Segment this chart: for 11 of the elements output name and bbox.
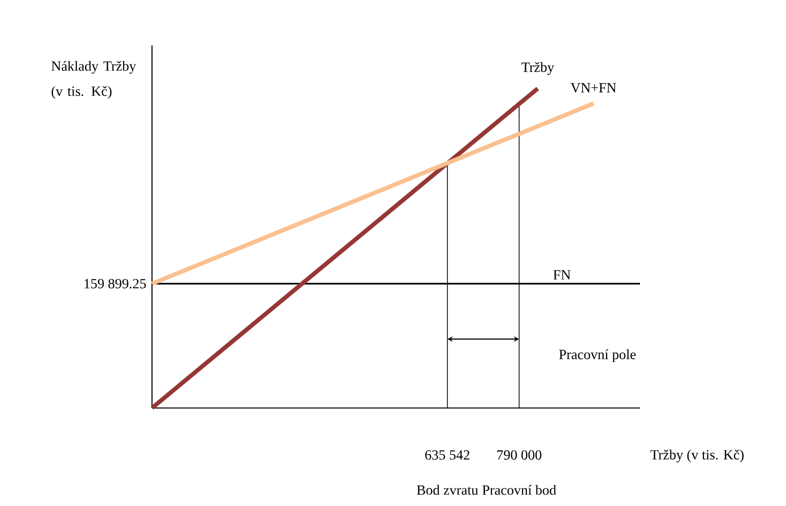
text: 159 899.25 (84, 278, 146, 288)
annotation: Pracovní pole (559, 349, 636, 362)
text: Bod zvratu (416, 484, 478, 495)
text: Pracovní bod (482, 484, 556, 495)
series-label: VN+FN (570, 83, 616, 93)
y-axis-title: Náklady Tržby (v tis. Kč) (51, 60, 136, 99)
series-label: Tržby (522, 62, 554, 75)
x-tick-label: 790 000 (497, 450, 542, 460)
x-tick-label: 635 542 (425, 450, 470, 460)
x-axis-title: Tržby (v tis. Kč) (650, 450, 744, 462)
ref-line-label: FN (553, 270, 571, 280)
